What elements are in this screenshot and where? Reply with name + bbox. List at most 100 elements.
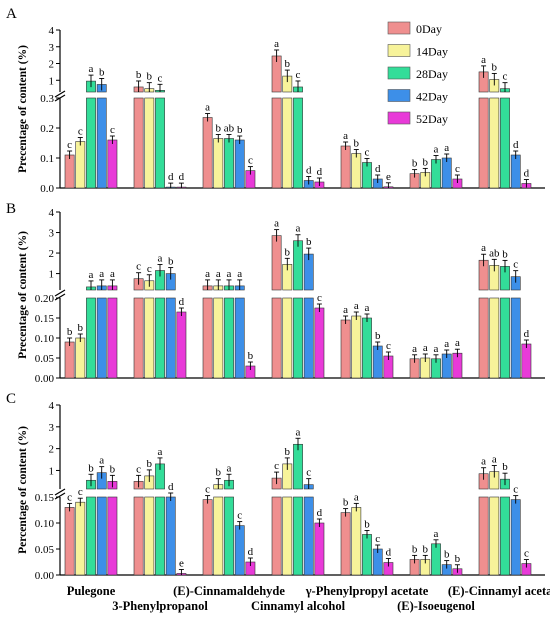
axis-break-mark (54, 492, 66, 500)
bar (224, 297, 234, 379)
significance-letter: b (285, 446, 291, 458)
bar (234, 525, 245, 576)
legend-swatch (387, 89, 411, 102)
y-tick-label: 1 (49, 75, 55, 87)
significance-letter: a (158, 253, 163, 265)
axis-break-mark (54, 293, 66, 301)
significance-letter: a (89, 63, 94, 75)
y-tick-label: 0.3 (40, 93, 54, 105)
bar (144, 496, 155, 576)
legend-label: 28Day (416, 67, 448, 81)
bar (107, 496, 118, 576)
significance-letter: b (412, 158, 418, 170)
panel-B: B Precentage of content (%) 0.00 0.05 0.10 0.… (6, 201, 545, 385)
y-axis-label: Precentage of content (%) (17, 231, 29, 359)
significance-letter: b (216, 467, 222, 479)
x-tick-label: (E)-Isoeugenol (397, 599, 475, 613)
significance-letter: c (136, 261, 141, 273)
bar (144, 97, 155, 189)
significance-letter: a (343, 304, 348, 316)
bar (351, 315, 362, 379)
significance-letter: a (444, 142, 449, 154)
significance-letter: b (136, 69, 142, 81)
significance-letter: c (386, 340, 391, 352)
significance-letter: c (67, 491, 72, 503)
significance-letter: b (88, 462, 94, 474)
bar (500, 496, 510, 576)
significance-letter: c (503, 71, 508, 83)
significance-letter: b (343, 497, 349, 509)
significance-letter: b (502, 248, 508, 260)
y-tick-label: 4 (49, 400, 55, 412)
significance-letter: a (481, 54, 486, 66)
significance-letter: b (364, 518, 370, 530)
bar (155, 97, 165, 189)
bar (75, 337, 86, 379)
significance-letter: d (168, 171, 174, 183)
significance-letter: a (216, 268, 221, 280)
bar (155, 496, 165, 576)
significance-letter: a (481, 242, 486, 254)
y-tick-label: 0.00 (35, 373, 55, 385)
significance-letter: d (179, 296, 185, 308)
bar (362, 317, 372, 379)
axis-break-mark (54, 90, 66, 98)
bar (86, 97, 96, 189)
significance-letter: c (375, 533, 380, 545)
bar (64, 507, 75, 576)
bar (500, 97, 510, 189)
significance-letter: a (110, 268, 115, 280)
x-tick-label: (E)-Cinnamaldehyde (173, 584, 285, 598)
significance-letter: d (317, 507, 323, 519)
significance-letter: d (524, 168, 530, 180)
bar (489, 496, 500, 576)
bar (521, 343, 532, 379)
significance-letter: ab (489, 247, 500, 259)
significance-letter: c (455, 163, 460, 175)
panel-letter: B (6, 201, 16, 217)
bar (271, 496, 282, 576)
y-tick-label: 4 (49, 207, 55, 219)
bar (202, 297, 213, 379)
bar (510, 154, 521, 189)
legend-swatch (387, 66, 411, 80)
y-tick-label: 3 (49, 228, 55, 240)
bar (340, 512, 351, 576)
significance-letter: a (99, 455, 104, 467)
significance-letter: b (306, 236, 312, 248)
x-tick-label: γ-Phenylpropyl acetate (305, 584, 429, 598)
significance-letter: e (179, 557, 184, 569)
y-tick-label: 0.10 (35, 518, 55, 530)
y-tick-label: 0.15 (35, 313, 55, 325)
significance-letter: b (67, 326, 73, 338)
y-tick-label: 0.10 (35, 333, 55, 345)
bar (144, 297, 155, 379)
bar (351, 153, 362, 189)
significance-letter: b (455, 553, 461, 565)
significance-letter: d (386, 547, 392, 559)
x-tick-label: 3-Phenylpropanol (112, 599, 208, 613)
y-tick-label: 2 (49, 444, 55, 456)
bar (202, 499, 213, 576)
significance-letter: a (89, 269, 94, 281)
significance-letter: c (524, 548, 529, 560)
significance-letter: a (434, 528, 439, 540)
bar (478, 97, 489, 189)
legend-swatch (387, 111, 411, 125)
significance-letter: a (296, 426, 301, 438)
y-tick-label: 2 (49, 59, 55, 71)
significance-letter: d (524, 328, 530, 340)
significance-letter: a (274, 218, 279, 230)
significance-letter: ab (224, 123, 235, 135)
significance-letter: c (78, 126, 83, 138)
significance-letter: a (343, 130, 348, 142)
y-tick-label: 0.05 (35, 544, 55, 556)
y-tick-label: 0.15 (35, 492, 55, 504)
significance-letter: c (513, 484, 518, 496)
x-tick-label: Cinnamyl alcohol (251, 599, 346, 613)
significance-letter: b (444, 549, 450, 561)
significance-letter: b (285, 246, 291, 258)
y-tick-label: 0.0 (40, 183, 54, 195)
y-tick-label: 4 (49, 25, 55, 37)
bar (293, 297, 303, 379)
